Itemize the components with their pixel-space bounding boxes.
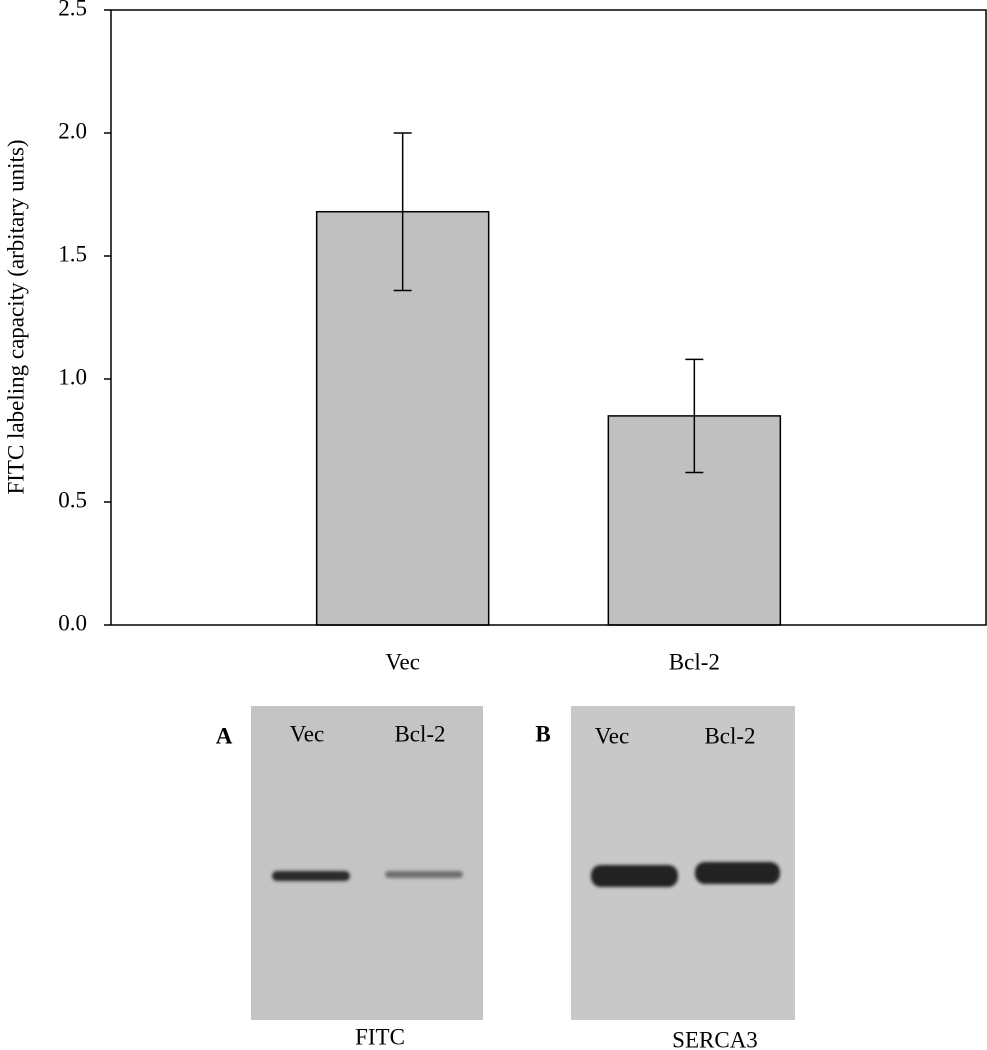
y-tick-label: 1.5 [58, 241, 87, 266]
blot-caption: SERCA3 [672, 1027, 758, 1050]
x-tick-label: Vec [385, 649, 419, 674]
y-tick-label: 2.5 [58, 0, 87, 20]
blot-image [251, 706, 483, 1020]
blot-band [591, 865, 678, 887]
y-tick-label: 0.5 [58, 487, 87, 512]
lane-label: Vec [290, 721, 324, 746]
panel-letter: A [216, 723, 233, 748]
blot-caption: FITC [355, 1024, 405, 1049]
lane-label: Vec [595, 723, 629, 748]
y-tick-label: 0.0 [58, 610, 87, 635]
blot-band [272, 871, 350, 881]
plot-frame [110, 9, 987, 626]
blot-band [695, 862, 780, 884]
y-tick-label: 2.0 [58, 118, 87, 143]
y-tick-label: 1.0 [58, 364, 87, 389]
lane-label: Bcl-2 [394, 721, 445, 746]
lane-label: Bcl-2 [704, 723, 755, 748]
blot-band [385, 871, 463, 878]
panel-letter: B [535, 721, 550, 746]
y-axis-label: FITC labeling capacity (arbitary units) [3, 139, 28, 494]
x-tick-label: Bcl-2 [669, 649, 720, 674]
